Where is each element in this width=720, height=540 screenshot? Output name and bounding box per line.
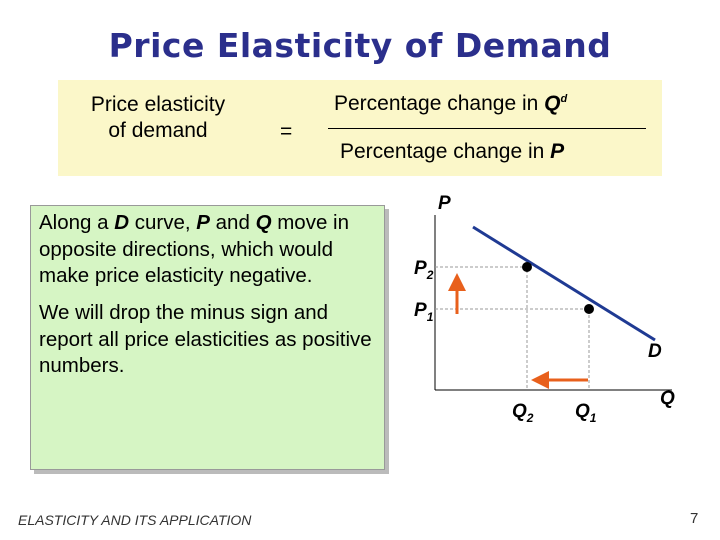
point [584,304,594,314]
text-run: D [114,211,130,234]
quantity-sub: 2 [526,410,534,425]
price-label: P1 [414,300,433,324]
formula-box: Price elasticity of demand = Percentage … [58,80,662,176]
guide-line [435,266,528,390]
text-run: move in opposite directions, which would… [39,211,349,288]
denominator-text: Percentage change in [340,140,551,163]
price-label: P2 [414,258,433,282]
demand-curve [472,225,656,342]
point [522,262,532,272]
quantity-letter: Q [512,401,527,422]
fraction-line [328,128,646,129]
y-axis-label: P [438,193,451,214]
footer: ELASTICITY AND ITS APPLICATION [18,512,252,528]
price-sub: 1 [426,309,434,324]
numerator: Percentage change in Qd [334,92,567,116]
curve-label: D [648,341,662,362]
page-number: 7 [690,510,699,527]
formula-left-line: of demand [108,119,208,143]
price-sub: 2 [426,267,434,282]
formula-left: Price elasticity of demand [58,92,258,145]
title: Price Elasticity of Demand [108,26,612,65]
note-box: Along a D curve, P and Q move in opposit… [30,205,385,470]
numerator-superscript: d [560,93,568,105]
equals: = [280,120,293,143]
note-paragraph: We will drop the minus sign and report a… [39,300,376,380]
text-run: Q [255,211,272,234]
numerator-variable: Q [544,92,561,115]
text-run: We will drop the minus sign and report a… [39,300,372,378]
text-run: curve, [129,211,197,234]
x-axis-label: Q [660,388,675,409]
numerator-text: Percentage change in [334,92,545,115]
denominator: Percentage change in P [340,140,564,164]
quantity-sub: 1 [589,410,597,425]
guide-line [435,308,590,390]
text-run: and [209,211,256,234]
price-letter: P [414,258,427,279]
quantity-label: Q2 [512,401,533,425]
formula-left-line: Price elasticity [90,93,226,116]
price-letter: P [414,300,427,321]
text-run: Along a [39,211,115,234]
quantity-letter: Q [575,401,590,422]
text-run: P [196,211,210,234]
denominator-variable: P [550,140,565,163]
quantity-label: Q1 [575,401,596,425]
note-paragraph: Along a D curve, P and Q move in opposit… [39,210,376,290]
